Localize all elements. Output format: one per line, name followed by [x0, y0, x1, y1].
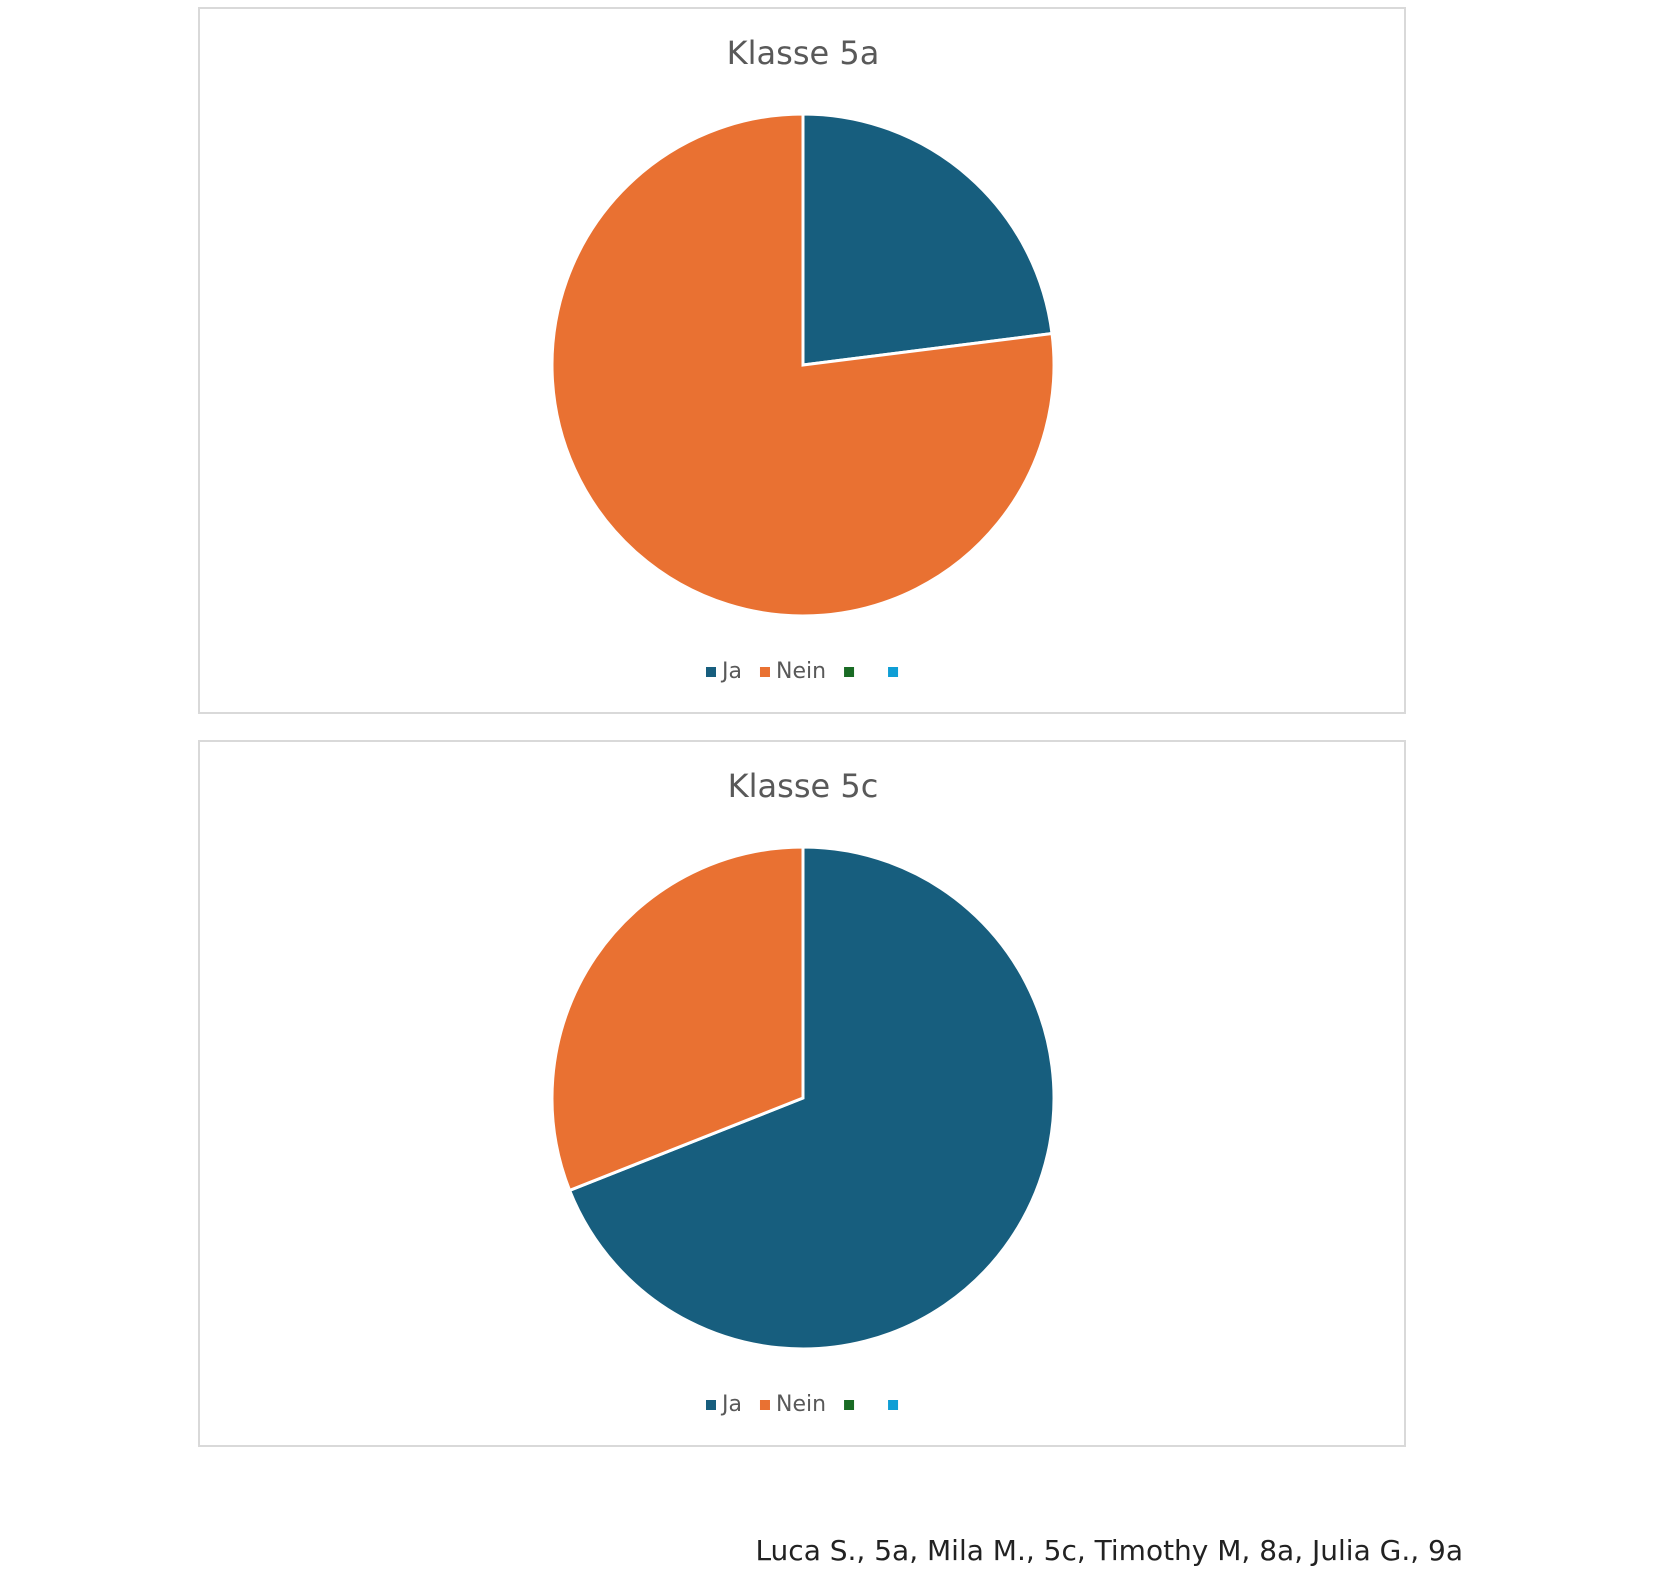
legend-marker: [844, 667, 855, 677]
legend-marker: [706, 1400, 716, 1410]
legend-marker: [844, 1400, 855, 1410]
chart: Klasse 5c Ja Nein: [198, 740, 1406, 1447]
legend-label: Nein: [776, 1392, 826, 1417]
pie-slice: [550, 845, 805, 1193]
legend-marker: [888, 667, 899, 677]
pie-slice: [567, 845, 1056, 1351]
pie-slice: [550, 112, 1056, 618]
legend-label: Ja: [720, 659, 742, 684]
legend-marker: [706, 667, 716, 677]
footer: Luca S., 5a, Mila M., 5c, Timothy M, 8a,…: [755, 1534, 1463, 1567]
chart-title: Klasse 5a: [727, 34, 880, 72]
legend-marker: [888, 1400, 899, 1410]
pie-slice: [801, 112, 1054, 367]
legend-label: Nein: [776, 659, 826, 684]
chart: Klasse 5a Ja Nein: [198, 7, 1406, 714]
chart-title: Klasse 5c: [728, 767, 879, 805]
legend-marker: [759, 667, 770, 677]
legend-label: Ja: [720, 1392, 742, 1417]
legend-marker: [759, 1400, 770, 1410]
